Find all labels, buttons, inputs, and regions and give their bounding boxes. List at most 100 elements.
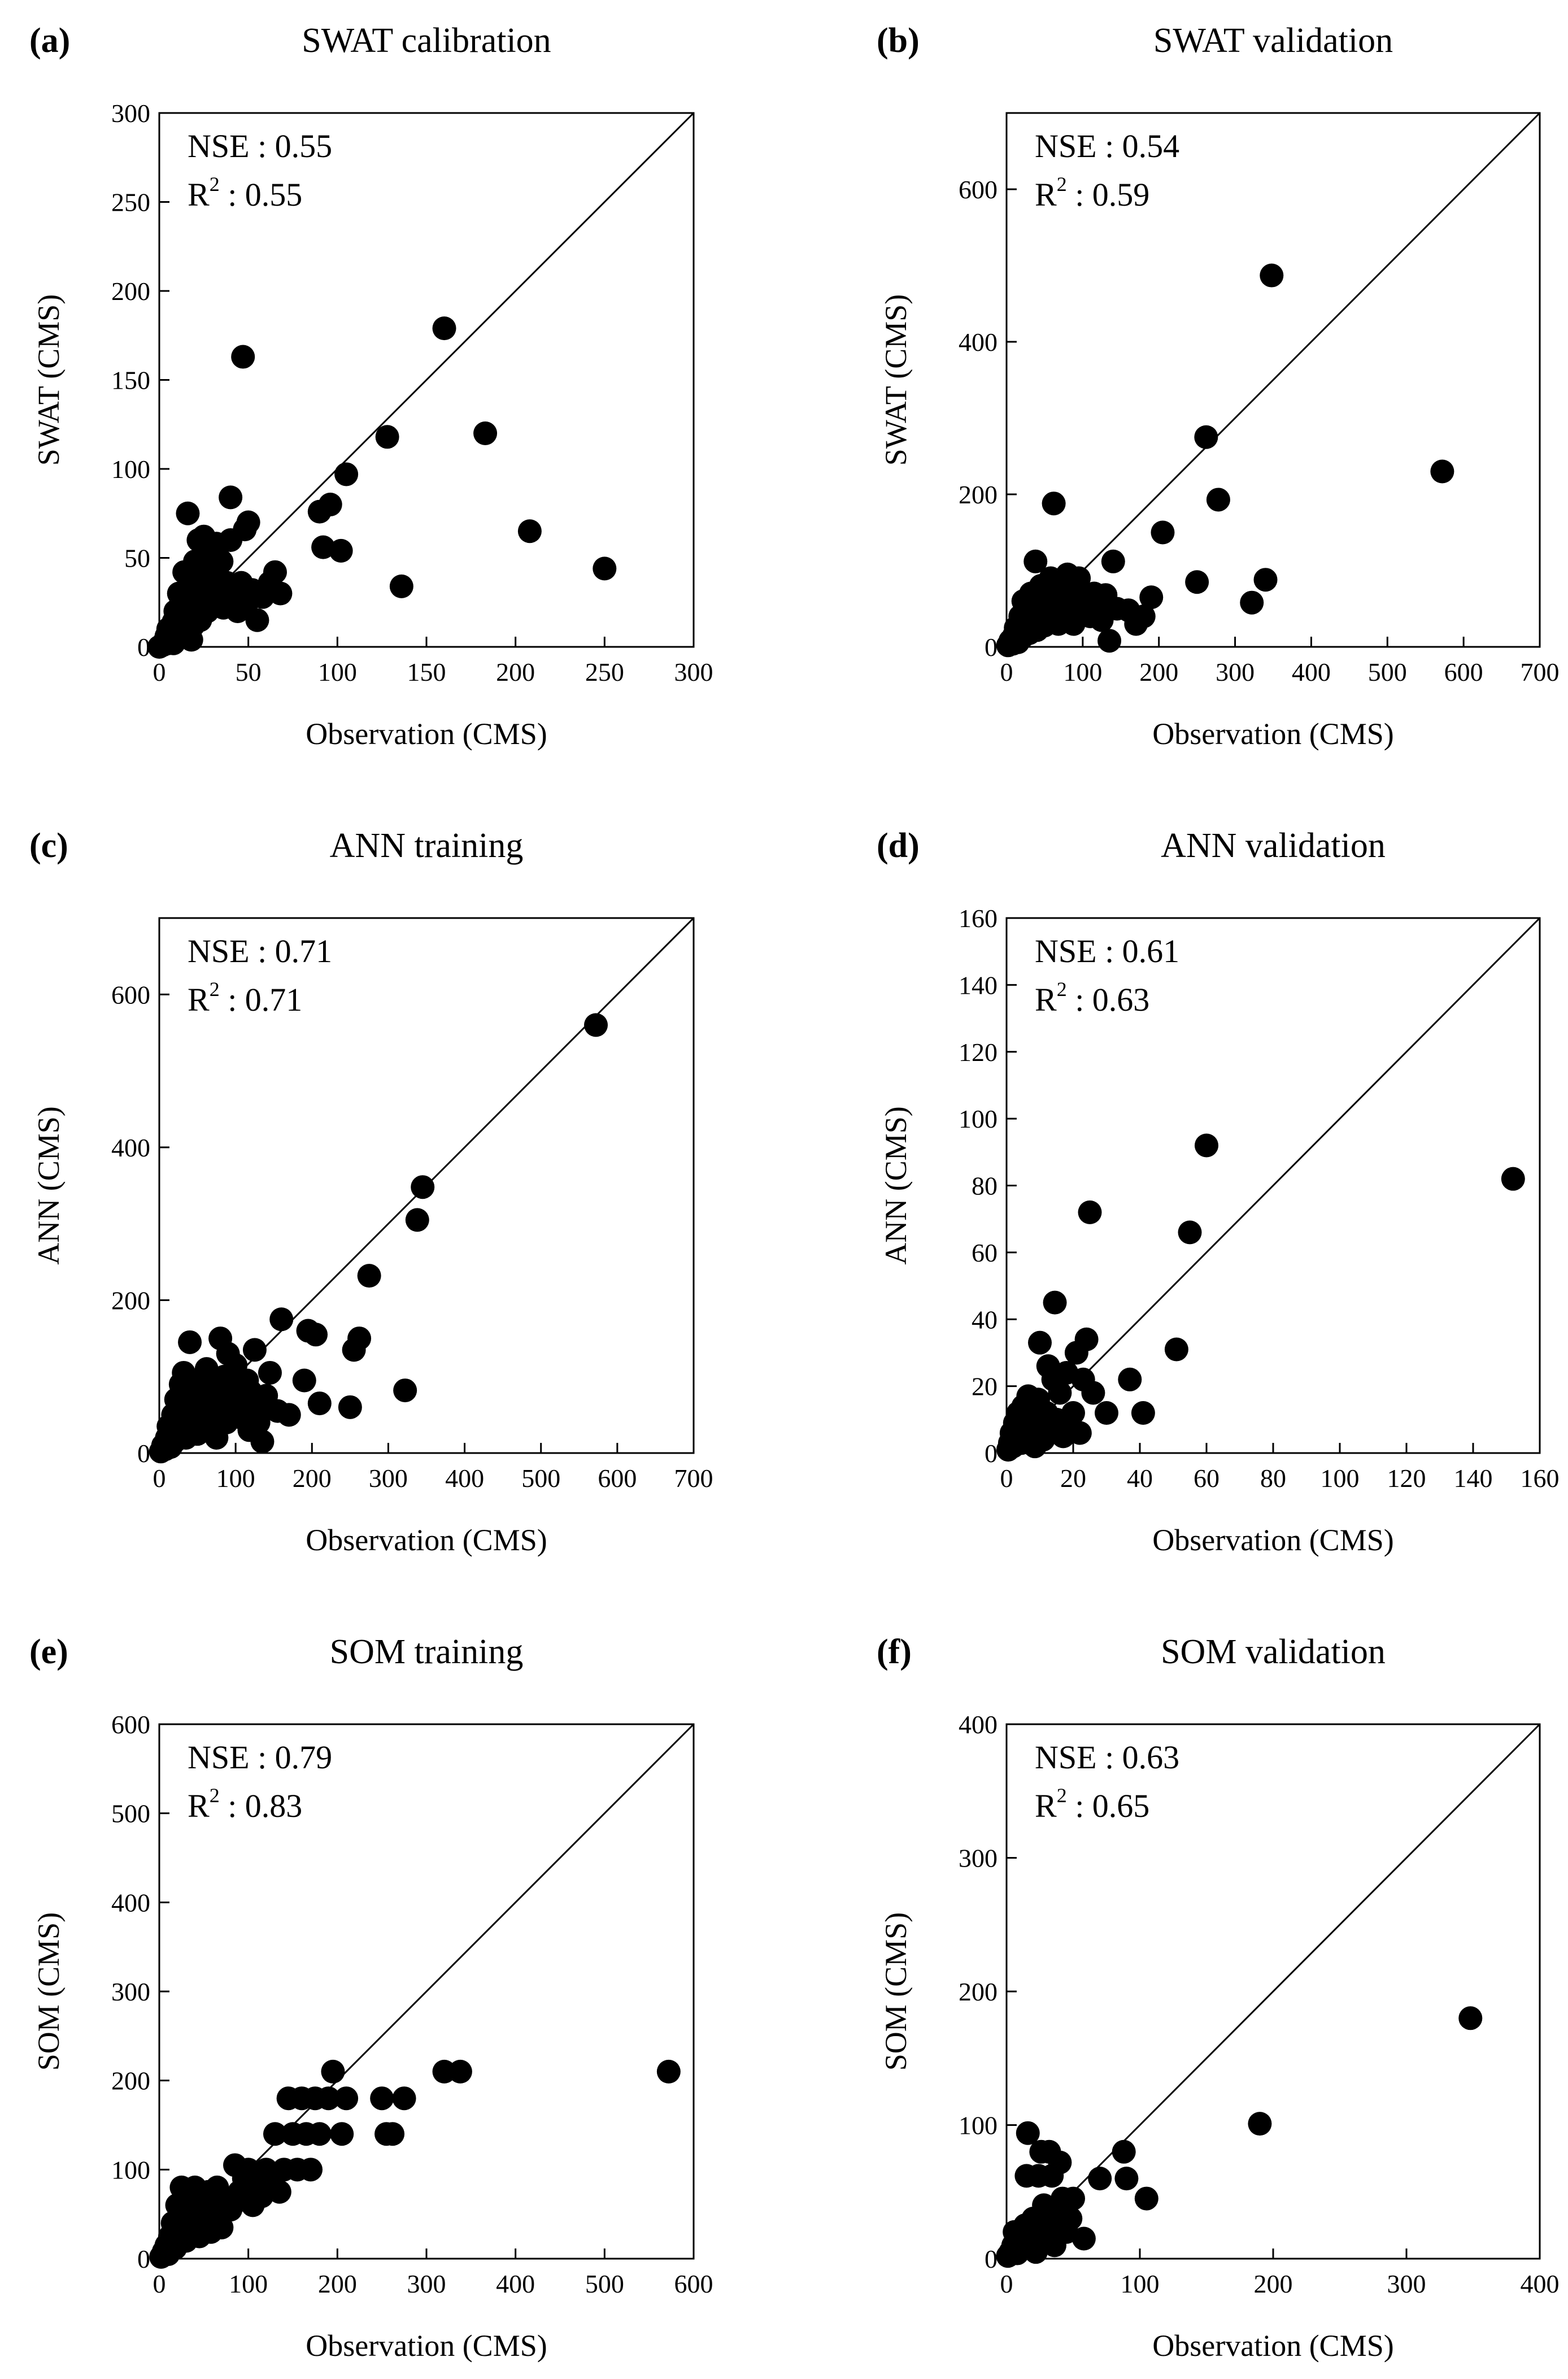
x-tick-label: 60 — [1194, 1464, 1219, 1493]
panel-a: (a) SWAT calibration 0 50 100 150 200 250 300 0 50… — [29, 21, 713, 751]
data-point — [1061, 1401, 1085, 1425]
r2-superscript: 2 — [1057, 1784, 1067, 1807]
plot-frame — [1005, 112, 1541, 648]
r2-superscript: 2 — [210, 1784, 220, 1807]
data-point — [250, 1429, 275, 1454]
x-tick-label: 0 — [1000, 658, 1013, 686]
y-tick-label: 600 — [111, 1710, 150, 1739]
x-tick-label: 200 — [318, 2269, 357, 2298]
data-point — [1078, 1200, 1102, 1224]
data-point — [593, 556, 617, 581]
chart-title: ANN training — [330, 827, 524, 865]
x-tick-label: 250 — [585, 658, 624, 686]
data-point — [1112, 2139, 1136, 2164]
x-tick-label: 0 — [1000, 2269, 1013, 2298]
r2-value: : 0.83 — [220, 1787, 303, 1824]
data-point — [1088, 2167, 1112, 2191]
data-point — [330, 2122, 354, 2146]
r2-symbol: R — [188, 981, 210, 1018]
nse-annotation: NSE : 0.79 — [188, 1739, 332, 1776]
y-tick-label: 100 — [959, 1104, 998, 1133]
data-point — [329, 538, 353, 563]
data-point — [178, 1330, 202, 1354]
panel-letter: (f) — [877, 1633, 912, 1671]
data-point — [1118, 1367, 1142, 1391]
chart-title: SWAT validation — [1153, 21, 1393, 60]
x-tick-label: 100 — [1321, 1464, 1360, 1493]
data-point — [389, 574, 413, 598]
data-point — [392, 2086, 416, 2111]
x-axis-label: Observation (CMS) — [1152, 2329, 1393, 2363]
data-point — [432, 316, 456, 341]
data-point — [1151, 520, 1175, 545]
panel-f: (f) SOM validation 0 100 200 300 400 0 100 200 300… — [877, 1633, 1560, 2363]
data-point — [236, 510, 260, 534]
y-tick-label: 300 — [111, 99, 150, 128]
x-tick-label: 150 — [407, 658, 446, 686]
r2-annotation: R2 : 0.71 — [188, 978, 302, 1018]
x-tick-label: 500 — [585, 2269, 624, 2298]
r2-value: : 0.55 — [220, 176, 303, 213]
x-axis-label: Observation (CMS) — [306, 1523, 547, 1557]
y-axis-label: ANN (CMS) — [32, 1106, 66, 1265]
r2-annotation: R2 : 0.65 — [1035, 1784, 1149, 1824]
r2-value: : 0.59 — [1067, 176, 1150, 213]
nse-annotation: NSE : 0.61 — [1035, 933, 1179, 969]
x-tick-label: 700 — [674, 1464, 713, 1493]
panel-letter: (e) — [29, 1633, 68, 1671]
y-tick-label: 120 — [959, 1038, 998, 1067]
panel-letter: (a) — [29, 21, 70, 60]
r2-annotation: R2 : 0.83 — [188, 1784, 302, 1824]
x-tick-label: 300 — [1216, 658, 1255, 686]
one-to-one-line — [1005, 917, 1541, 1454]
data-point — [1067, 566, 1091, 590]
data-point — [176, 501, 200, 525]
panel-d: (d) ANN validation 0 20 40 60 80 100 120 140 160 0 2… — [877, 827, 1560, 1557]
data-point — [269, 1307, 294, 1332]
x-tick-label: 600 — [1444, 658, 1483, 686]
data-point — [1248, 2112, 1272, 2136]
y-tick-label: 20 — [972, 1372, 998, 1401]
panel-letter: (d) — [877, 827, 920, 865]
y-tick-label: 500 — [111, 1799, 150, 1828]
data-point — [292, 1368, 316, 1393]
y-tick-label: 100 — [959, 2111, 998, 2140]
x-tick-label: 300 — [1387, 2269, 1426, 2298]
data-point — [236, 2158, 260, 2182]
data-point — [448, 2059, 472, 2084]
data-point — [1114, 2167, 1139, 2191]
data-point — [1134, 2186, 1158, 2211]
x-tick-label: 100 — [318, 658, 357, 686]
data-point — [1016, 2121, 1040, 2145]
data-point — [258, 1360, 282, 1385]
r2-annotation: R2 : 0.63 — [1035, 978, 1149, 1018]
y-tick-label: 40 — [972, 1305, 998, 1334]
y-tick-label: 0 — [137, 633, 150, 662]
y-tick-label: 0 — [985, 2245, 998, 2273]
data-point — [1028, 1330, 1052, 1355]
r2-value: : 0.65 — [1067, 1787, 1150, 1824]
data-point — [1253, 568, 1278, 592]
r2-value: : 0.63 — [1067, 981, 1150, 1018]
data-point — [381, 2122, 405, 2146]
y-tick-label: 50 — [124, 544, 150, 573]
x-tick-label: 0 — [1000, 1464, 1013, 1493]
x-tick-label: 100 — [1121, 2269, 1160, 2298]
x-tick-label: 50 — [236, 658, 262, 686]
y-tick-label: 150 — [111, 366, 150, 395]
data-point — [1023, 549, 1048, 573]
r2-symbol: R — [1035, 176, 1057, 213]
x-tick-label: 300 — [369, 1464, 408, 1493]
data-point — [347, 1327, 372, 1351]
data-point — [1501, 1167, 1525, 1191]
data-point — [1068, 1421, 1092, 1445]
data-point — [334, 2086, 359, 2111]
nse-annotation: NSE : 0.63 — [1035, 1739, 1179, 1776]
y-tick-label: 400 — [111, 1888, 150, 1917]
y-tick-label: 0 — [137, 1439, 150, 1468]
x-tick-label: 200 — [1254, 2269, 1293, 2298]
x-tick-label: 400 — [496, 2269, 535, 2298]
r2-superscript: 2 — [1057, 173, 1067, 195]
x-tick-label: 0 — [153, 1464, 166, 1493]
data-point — [1097, 629, 1122, 653]
